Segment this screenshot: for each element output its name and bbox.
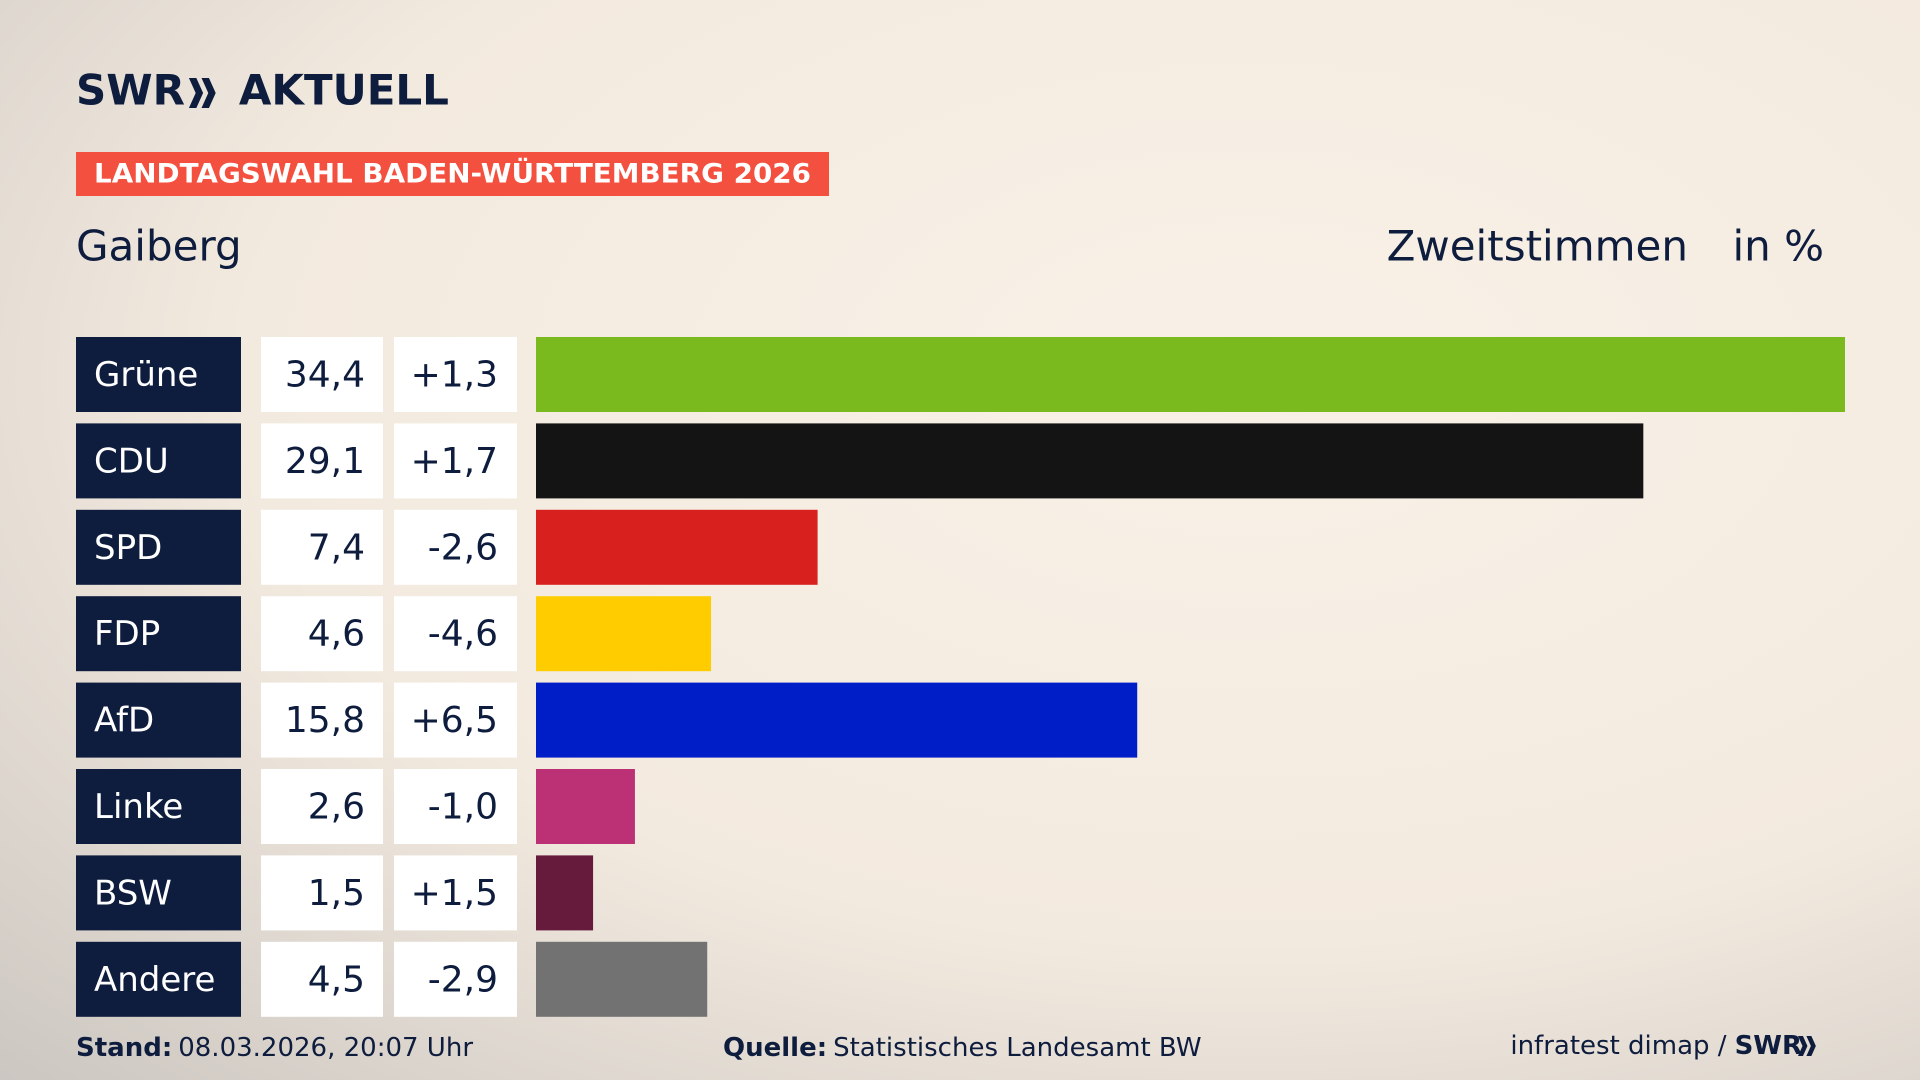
banner-text: LANDTAGSWAHL BADEN-WÜRTTEMBERG 2026 [94, 157, 811, 190]
value-label: 34,4 [285, 355, 365, 396]
value-box [261, 682, 383, 758]
value-box [261, 855, 383, 931]
party-label: CDU [94, 441, 169, 481]
change-box [394, 509, 517, 585]
value-box [261, 769, 383, 844]
bar [536, 596, 712, 672]
value-box [261, 941, 383, 1017]
value-label: 1,5 [308, 873, 365, 914]
party-box [76, 769, 241, 844]
brand: SWR [76, 66, 185, 115]
value-box [261, 423, 383, 499]
subtitle: Zweitstimmen [1387, 222, 1688, 271]
party-label: Andere [94, 960, 215, 1000]
credit-text: infratest dimap / [1510, 1031, 1726, 1061]
source-value: Statistisches Landesamt BW [833, 1033, 1201, 1063]
value-label: 15,8 [285, 700, 365, 741]
change-box [394, 682, 517, 758]
value-label: 2,6 [308, 787, 365, 828]
party-box [76, 337, 241, 412]
party-box [76, 596, 241, 672]
credit: infratest dimap / SWR [1510, 1031, 1802, 1061]
stand-label: Stand: [76, 1033, 172, 1063]
change-label: -4,6 [428, 614, 498, 655]
unit: in % [1732, 222, 1824, 271]
value-box [261, 509, 383, 585]
change-label: +1,5 [411, 873, 498, 914]
change-label: -2,6 [428, 527, 498, 568]
change-label: +1,7 [411, 441, 498, 482]
value-label: 29,1 [285, 441, 365, 482]
party-label: Linke [94, 787, 183, 827]
stand: Stand: 08.03.2026, 20:07 Uhr [76, 1033, 473, 1063]
change-box [394, 423, 517, 499]
bar [536, 855, 594, 931]
value-label: 7,4 [308, 527, 365, 568]
change-box [394, 855, 517, 931]
party-box [76, 941, 241, 1017]
party-label: Grüne [94, 355, 198, 395]
value-box [261, 337, 383, 412]
stand-value: 08.03.2026, 20:07 Uhr [178, 1033, 473, 1063]
bar [536, 682, 1138, 758]
change-label: +6,5 [411, 700, 498, 741]
bar [536, 941, 708, 1017]
brand-chevrons [188, 78, 216, 108]
change-label: +1,3 [411, 355, 498, 396]
change-label: -2,9 [428, 959, 498, 1000]
bar [536, 509, 818, 585]
source: Quelle: Statistisches Landesamt BW [723, 1033, 1202, 1063]
bar [536, 423, 1644, 499]
party-label: SPD [94, 528, 162, 568]
source-label: Quelle: [723, 1033, 827, 1063]
party-label: FDP [94, 614, 160, 654]
change-label: -1,0 [428, 787, 498, 828]
party-box [76, 855, 241, 931]
value-label: 4,6 [308, 614, 365, 655]
change-box [394, 596, 517, 672]
value-label: 4,5 [308, 959, 365, 1000]
party-box [76, 509, 241, 585]
banner [76, 152, 829, 196]
bar [536, 337, 1845, 412]
credit-chevrons [1798, 1036, 1816, 1056]
party-box [76, 423, 241, 499]
party-box [76, 682, 241, 758]
change-box [394, 337, 517, 412]
bar [536, 769, 635, 844]
change-box [394, 941, 517, 1017]
party-label: AfD [94, 701, 154, 741]
credit-brand: SWR [1735, 1031, 1802, 1061]
value-box [261, 596, 383, 672]
product: AKTUELL [239, 66, 449, 115]
change-box [394, 769, 517, 844]
party-label: BSW [94, 873, 172, 913]
chart-title: Gaiberg [76, 222, 242, 271]
